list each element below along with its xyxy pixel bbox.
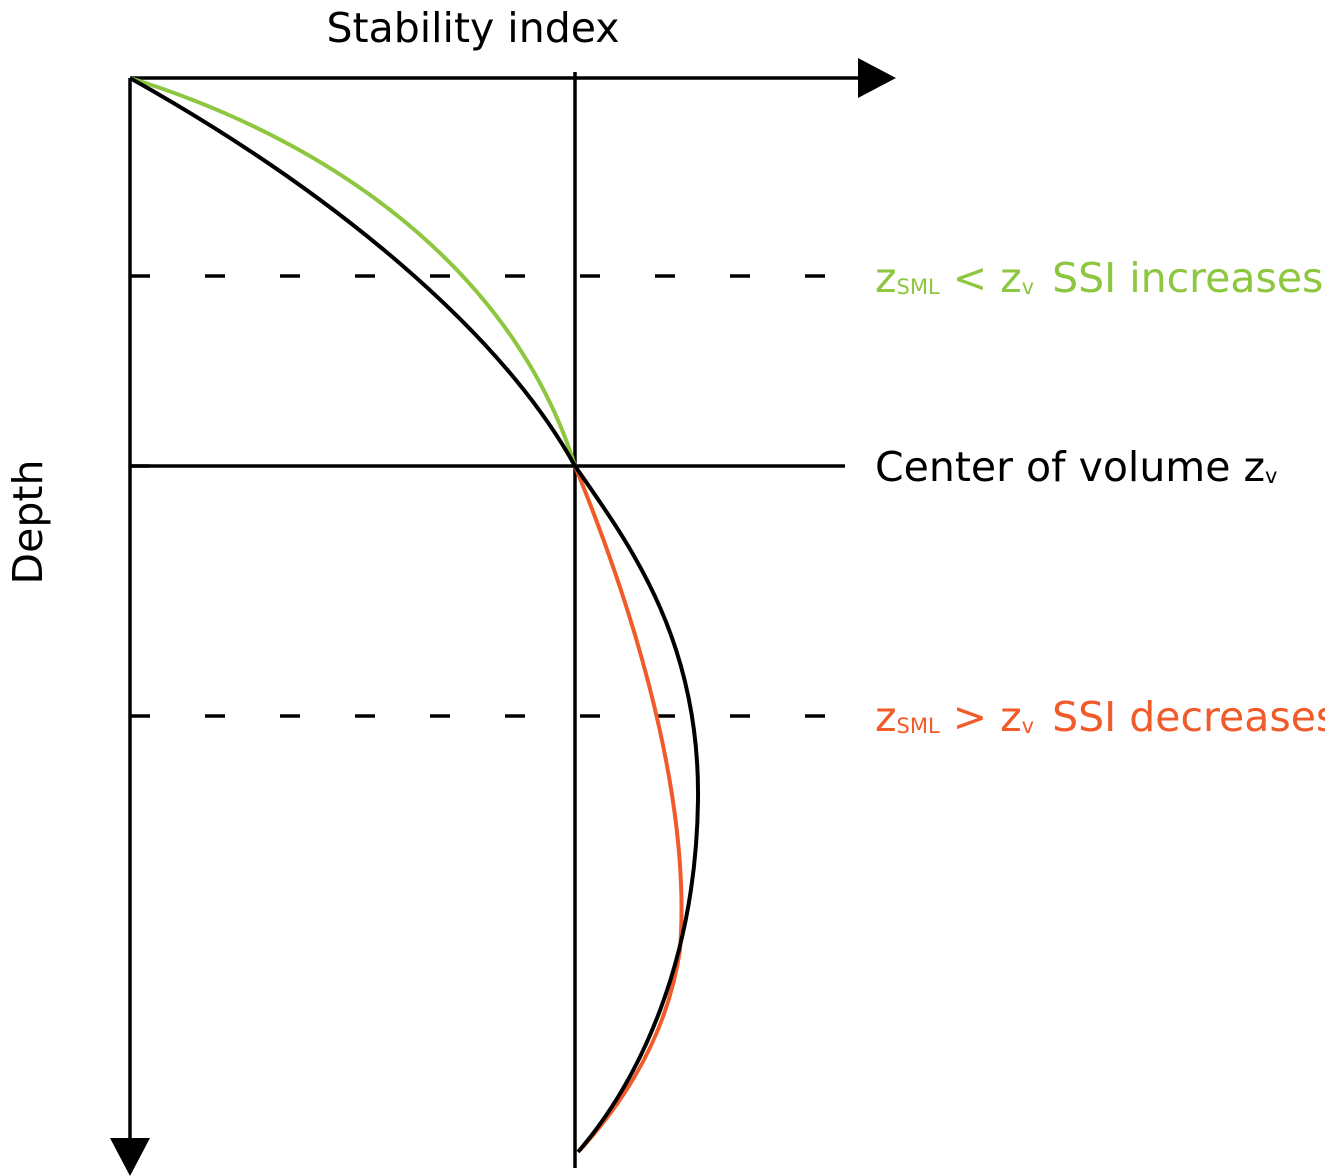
upper-case-symbol: z: [875, 254, 897, 302]
upper-case-description: SSI increases: [1052, 254, 1323, 302]
upper-case-relation-subscript: v: [1022, 275, 1034, 299]
lower-case-symbol: z: [875, 693, 897, 741]
ssi-decrease-curve: [573, 465, 684, 1152]
upper-case-relation: < z: [940, 254, 1022, 302]
center-of-volume-label: Center of volume zv: [875, 443, 1277, 491]
center-of-volume-text: Center of volume z: [875, 443, 1265, 491]
x-axis-arrowhead: [858, 58, 896, 98]
upper-case-symbol-subscript: SML: [897, 275, 940, 299]
lower-case-relation-subscript: v: [1022, 714, 1034, 738]
center-of-volume-subscript: v: [1265, 464, 1277, 488]
lower-case-description: SSI decreases: [1052, 693, 1325, 741]
upper-case-label: zSML < zv SSI increases: [875, 254, 1323, 302]
reference-stability-curve: [129, 76, 701, 1154]
x-axis-label: Stability index: [327, 4, 620, 52]
y-axis-arrowhead: [110, 1138, 150, 1176]
lower-case-symbol-subscript: SML: [897, 714, 940, 738]
ssi-increase-curve: [129, 76, 577, 467]
lower-case-relation: > z: [940, 693, 1022, 741]
lower-case-label: zSML > zv SSI decreases: [875, 693, 1325, 741]
y-axis-label: Depth: [4, 460, 52, 585]
